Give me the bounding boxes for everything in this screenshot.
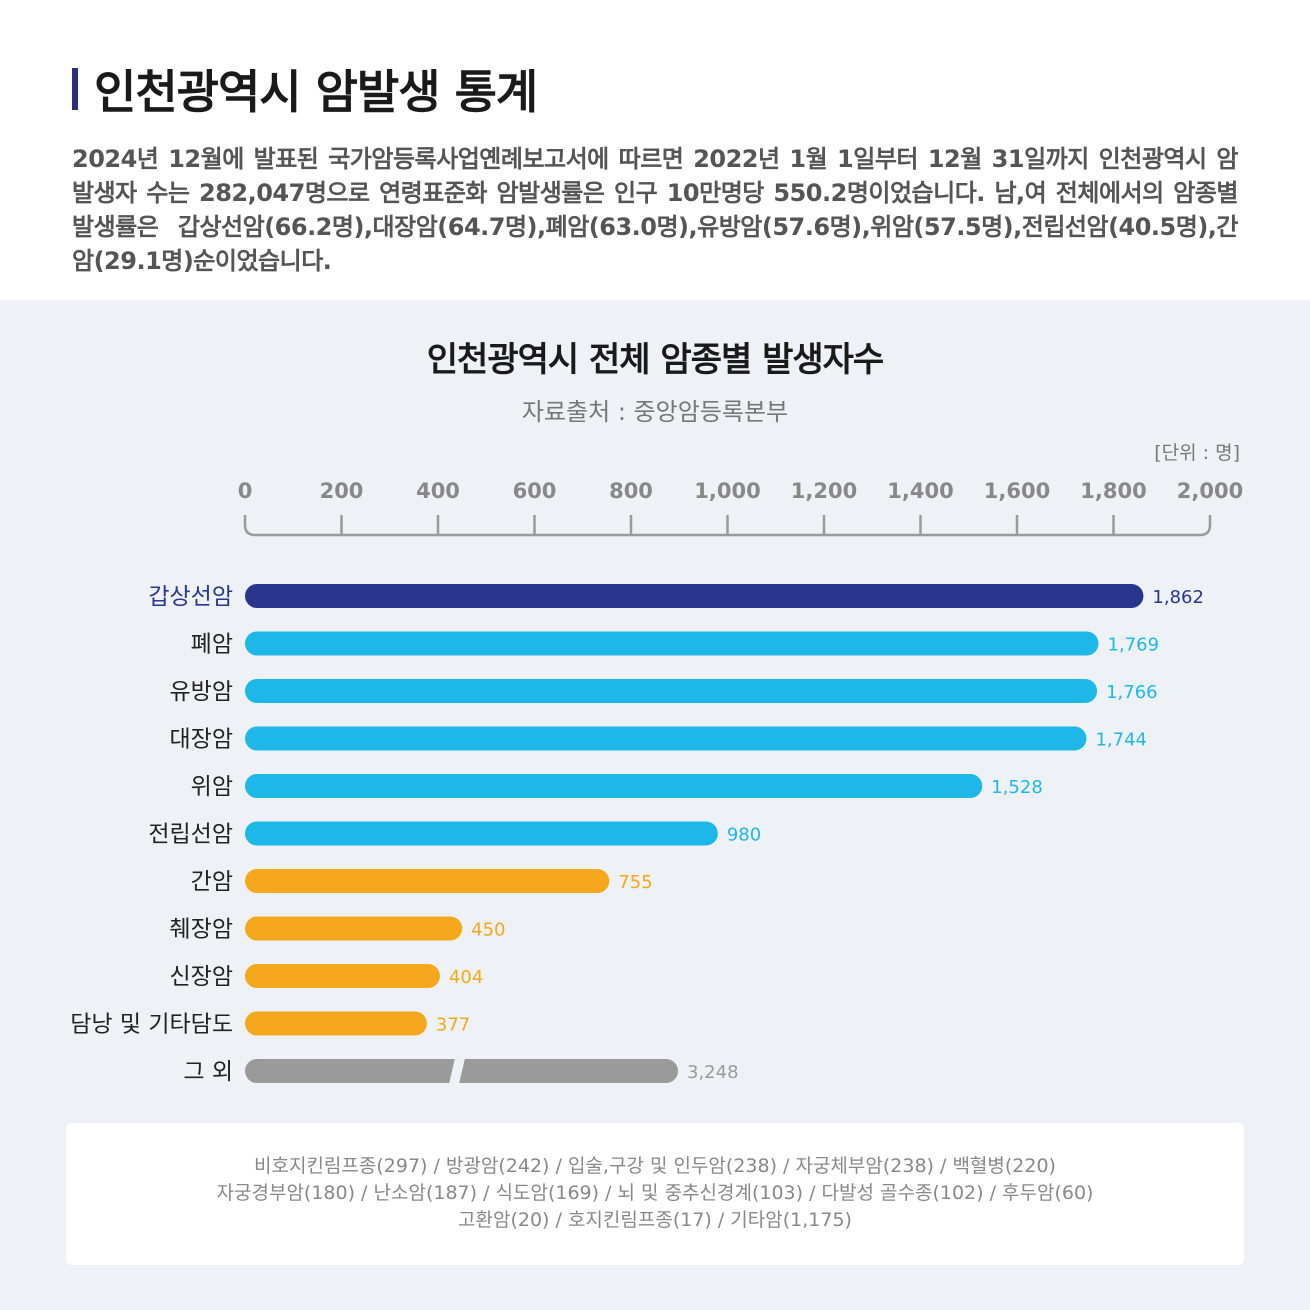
category-label: 위암 — [191, 774, 233, 800]
x-tick-label: 800 — [609, 479, 653, 503]
category-label: 대장암 — [170, 727, 233, 753]
other-cancers-note: 비호지킨림프종(297) / 방광암(242) / 입술,구강 및 인두암(23… — [66, 1123, 1244, 1265]
category-label: 그 외 — [183, 1059, 233, 1085]
category-label: 췌장암 — [170, 917, 233, 943]
x-tick-label: 200 — [320, 479, 364, 503]
category-label: 전립선암 — [148, 822, 233, 848]
header-section: 인천광역시 암발생 통계 2024년 12월에 발표된 국가암등록사업옌례보고서… — [0, 0, 1310, 300]
bar — [245, 916, 463, 941]
bar — [245, 774, 983, 798]
axis-break-mark — [449, 1058, 465, 1084]
bar — [245, 679, 1098, 703]
x-tick-label: 1,600 — [984, 479, 1050, 503]
unit-label: [단위 : 명] — [1154, 442, 1240, 464]
value-label: 1,528 — [991, 777, 1043, 798]
title-accent-bar — [72, 68, 78, 110]
x-tick-label: 1,800 — [1080, 479, 1146, 503]
category-label: 간암 — [191, 869, 233, 895]
note-line-2: 자궁경부암(180) / 난소암(187) / 식도암(169) / 뇌 및 중… — [216, 1182, 1094, 1204]
note-line-1: 비호지킨림프종(297) / 방광암(242) / 입술,구강 및 인두암(23… — [254, 1155, 1056, 1177]
x-tick-label: 1,000 — [694, 479, 760, 503]
value-label: 980 — [727, 825, 761, 846]
value-label: 450 — [471, 920, 505, 941]
bar — [245, 631, 1099, 656]
bar — [245, 726, 1087, 751]
value-label: 3,248 — [687, 1062, 739, 1083]
category-label: 갑상선암 — [148, 584, 233, 610]
category-label: 유방암 — [170, 679, 233, 705]
x-tick-label: 0 — [238, 479, 253, 503]
intro-paragraph: 2024년 12월에 발표된 국가암등록사업옌례보고서에 따르면 2022년 1… — [72, 145, 1239, 275]
bar — [245, 1011, 427, 1036]
value-label: 755 — [618, 872, 652, 893]
value-label: 1,862 — [1152, 587, 1204, 608]
value-label: 377 — [436, 1015, 470, 1036]
value-label: 1,766 — [1106, 682, 1158, 703]
bar — [245, 821, 718, 846]
bar — [245, 869, 610, 893]
category-label: 담낭 및 기타담도 — [70, 1012, 233, 1038]
value-label: 404 — [449, 967, 483, 988]
x-tick-label: 600 — [513, 479, 557, 503]
bar — [245, 964, 440, 988]
x-tick-label: 1,200 — [791, 479, 857, 503]
value-label: 1,744 — [1095, 730, 1147, 751]
chart-source: 자료출처 : 중앙암등록본부 — [521, 398, 789, 426]
category-label: 신장암 — [170, 964, 233, 990]
bar — [245, 584, 1144, 608]
value-label: 1,769 — [1108, 635, 1160, 656]
x-tick-label: 2,000 — [1177, 479, 1243, 503]
category-label: 폐암 — [191, 632, 233, 658]
chart-title: 인천광역시 전체 암종별 발생자수 — [426, 340, 884, 380]
page-title: 인천광역시 암발생 통계 — [94, 65, 538, 119]
note-line-3: 고환암(20) / 호지킨림프종(17) / 기타암(1,175) — [458, 1209, 852, 1231]
bar-chart: 0 200 400 600 800 1,000 1,200 1,400 1,600 1,800 2,… — [70, 479, 1243, 1085]
x-tick-label: 400 — [416, 479, 460, 503]
x-tick-label: 1,400 — [887, 479, 953, 503]
